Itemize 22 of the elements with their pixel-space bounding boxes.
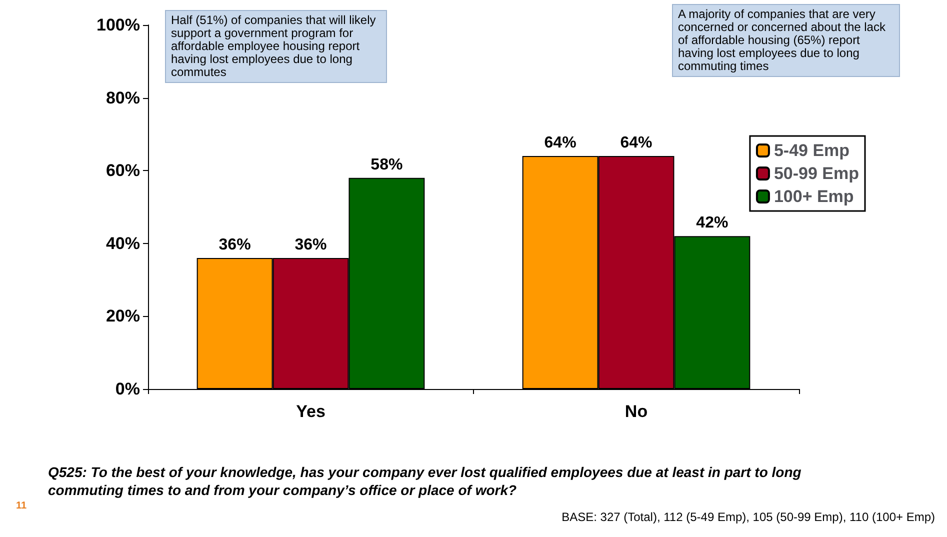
- annotation: A majority of companies that are very concerned or concerned about the lack of affordable housing (65%) report having lost employees due to long commuting times: [672, 4, 900, 77]
- text: 11: [16, 500, 28, 512]
- y-tick-label: 100%: [96, 16, 140, 34]
- data-label: 42%: [696, 214, 728, 232]
- legend-label: 100+ Emp: [774, 187, 854, 206]
- data-label: 36%: [218, 236, 251, 254]
- x-tick-label: No: [624, 402, 648, 421]
- data-label: 36%: [294, 236, 327, 254]
- data-label: 64%: [620, 134, 652, 152]
- y-tick-label: 80%: [106, 88, 140, 108]
- legend-label: 5-49 Emp: [774, 141, 850, 160]
- legend-label: 50-99 Emp: [774, 164, 860, 183]
- text: Q525: To the best of your knowledge, has your company ever lost qualified employees due at least in part to long commuting times to and from your company’s office or place of work?: [48, 464, 806, 498]
- y-tick-label: 40%: [106, 234, 140, 253]
- data-label: 64%: [544, 134, 576, 152]
- y-tick-label: 60%: [106, 161, 140, 180]
- annotation: Half (51%) of companies that will likely support a government program for affordable employee housing report having lost employees due to long commutes: [165, 10, 387, 83]
- y-tick-label: 0%: [115, 380, 140, 398]
- text: BASE: 327 (Total), 112 (5-49 Emp), 105 (50-99 Emp), 110 (100+ Emp): [562, 510, 936, 524]
- data-label: 58%: [370, 156, 403, 174]
- y-tick-label: 20%: [106, 306, 140, 326]
- x-tick-label: Yes: [296, 402, 326, 421]
